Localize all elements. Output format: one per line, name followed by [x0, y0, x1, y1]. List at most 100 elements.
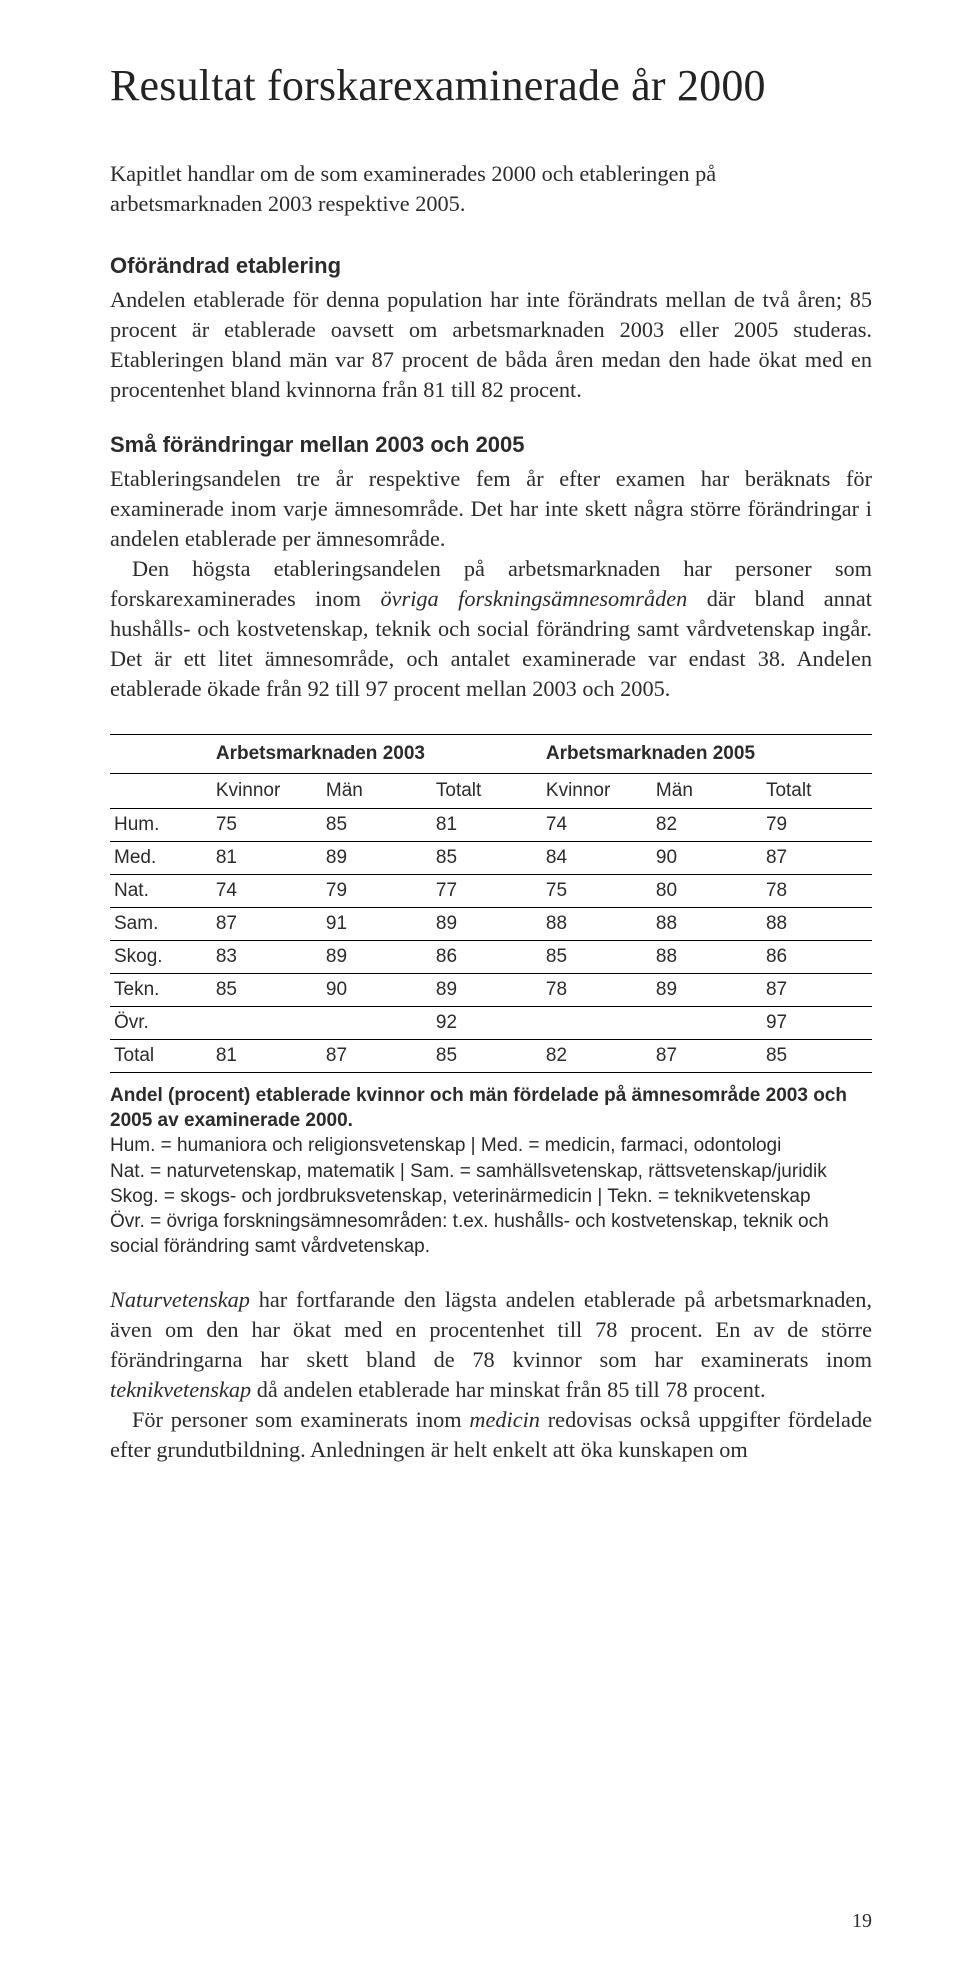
table-group-row: Arbetsmarknaden 2003 Arbetsmarknaden 200… — [110, 735, 872, 774]
cell: 85 — [432, 842, 542, 875]
cell: 85 — [762, 1040, 872, 1073]
caption-line: Nat. = naturvetenskap, matematik | Sam. … — [110, 1161, 827, 1182]
table-row: Tekn. 85 90 89 78 89 87 — [110, 974, 872, 1007]
emphasis: teknikvetenskap — [110, 1377, 251, 1402]
cell — [212, 1007, 322, 1040]
col-totalt: Totalt — [432, 774, 542, 809]
cell: 85 — [432, 1040, 542, 1073]
table-group-2005: Arbetsmarknaden 2005 — [542, 735, 872, 774]
intro-paragraph: Kapitlet handlar om de som examinerades … — [110, 159, 872, 219]
cell: 87 — [322, 1040, 432, 1073]
col-man: Män — [652, 774, 762, 809]
cell: 90 — [652, 842, 762, 875]
cell: 89 — [322, 941, 432, 974]
cell: 77 — [432, 875, 542, 908]
row-label: Nat. — [110, 875, 212, 908]
cell: 83 — [212, 941, 322, 974]
cell: 85 — [212, 974, 322, 1007]
col-man: Män — [322, 774, 432, 809]
cell: 88 — [542, 908, 652, 941]
cell: 75 — [212, 809, 322, 842]
table-row: Övr. 92 97 — [110, 1007, 872, 1040]
table-corner — [110, 774, 212, 809]
cell: 87 — [652, 1040, 762, 1073]
table-row: Skog. 83 89 86 85 88 86 — [110, 941, 872, 974]
after-paragraph-1: Naturvetenskap har fortfarande den lägst… — [110, 1285, 872, 1405]
emphasis: medicin — [469, 1407, 540, 1432]
row-label: Hum. — [110, 809, 212, 842]
page-number: 19 — [852, 1910, 872, 1933]
cell: 88 — [652, 908, 762, 941]
cell: 89 — [432, 908, 542, 941]
text-run: För personer som examinerats inom — [132, 1407, 469, 1432]
data-table: Arbetsmarknaden 2003 Arbetsmarknaden 200… — [110, 734, 872, 1073]
section-2-paragraph-1: Etableringsandelen tre år respektive fem… — [110, 464, 872, 554]
cell: 91 — [322, 908, 432, 941]
table-row: Nat. 74 79 77 75 80 78 — [110, 875, 872, 908]
caption-line: Hum. = humaniora och religionsvetenskap … — [110, 1135, 781, 1156]
cell: 87 — [762, 842, 872, 875]
section-2-paragraph-2: Den högsta etableringsandelen på arbetsm… — [110, 554, 872, 704]
section-1-paragraph: Andelen etablerade för denna population … — [110, 285, 872, 405]
cell: 78 — [542, 974, 652, 1007]
cell: 81 — [212, 842, 322, 875]
cell: 88 — [762, 908, 872, 941]
row-label: Sam. — [110, 908, 212, 941]
cell: 82 — [652, 809, 762, 842]
table-corner — [110, 735, 212, 774]
table-row: Hum. 75 85 81 74 82 79 — [110, 809, 872, 842]
spacer — [110, 406, 872, 432]
row-label: Övr. — [110, 1007, 212, 1040]
spacer — [110, 1259, 872, 1285]
cell — [542, 1007, 652, 1040]
cell: 86 — [432, 941, 542, 974]
table-row: Med. 81 89 85 84 90 87 — [110, 842, 872, 875]
cell: 78 — [762, 875, 872, 908]
cell: 84 — [542, 842, 652, 875]
cell: 87 — [762, 974, 872, 1007]
emphasis: Naturvetenskap — [110, 1287, 250, 1312]
section-heading-1: Oförändrad etablering — [110, 253, 872, 279]
cell: 92 — [432, 1007, 542, 1040]
cell: 86 — [762, 941, 872, 974]
caption-line: Övr. = övriga forskningsämnesområden: t.… — [110, 1211, 829, 1257]
cell: 85 — [542, 941, 652, 974]
page: Resultat forskarexaminerade år 2000 Kapi… — [0, 0, 960, 1967]
cell: 81 — [432, 809, 542, 842]
table-group-2003: Arbetsmarknaden 2003 — [212, 735, 542, 774]
caption-bold: Andel (procent) etablerade kvinnor och m… — [110, 1085, 847, 1131]
cell: 97 — [762, 1007, 872, 1040]
row-label: Skog. — [110, 941, 212, 974]
emphasis: övriga forskningsämnesområden — [380, 586, 687, 611]
cell: 79 — [762, 809, 872, 842]
cell — [652, 1007, 762, 1040]
table-body: Hum. 75 85 81 74 82 79 Med. 81 89 85 84 … — [110, 809, 872, 1073]
row-label: Med. — [110, 842, 212, 875]
col-kvinnor: Kvinnor — [212, 774, 322, 809]
section-heading-2: Små förändringar mellan 2003 och 2005 — [110, 432, 872, 458]
text-run: då andelen etablerade har minskat från 8… — [251, 1377, 765, 1402]
after-paragraph-2: För personer som examinerats inom medici… — [110, 1405, 872, 1465]
cell: 75 — [542, 875, 652, 908]
cell: 74 — [212, 875, 322, 908]
col-totalt: Totalt — [762, 774, 872, 809]
cell: 82 — [542, 1040, 652, 1073]
row-label: Total — [110, 1040, 212, 1073]
cell — [322, 1007, 432, 1040]
table-caption: Andel (procent) etablerade kvinnor och m… — [110, 1083, 872, 1259]
cell: 85 — [322, 809, 432, 842]
cell: 89 — [432, 974, 542, 1007]
table-row-total: Total 81 87 85 82 87 85 — [110, 1040, 872, 1073]
page-title: Resultat forskarexaminerade år 2000 — [110, 60, 872, 111]
cell: 87 — [212, 908, 322, 941]
row-label: Tekn. — [110, 974, 212, 1007]
cell: 90 — [322, 974, 432, 1007]
cell: 89 — [322, 842, 432, 875]
col-kvinnor: Kvinnor — [542, 774, 652, 809]
cell: 88 — [652, 941, 762, 974]
cell: 81 — [212, 1040, 322, 1073]
table-col-row: Kvinnor Män Totalt Kvinnor Män Totalt — [110, 774, 872, 809]
cell: 80 — [652, 875, 762, 908]
table-row: Sam. 87 91 89 88 88 88 — [110, 908, 872, 941]
cell: 74 — [542, 809, 652, 842]
